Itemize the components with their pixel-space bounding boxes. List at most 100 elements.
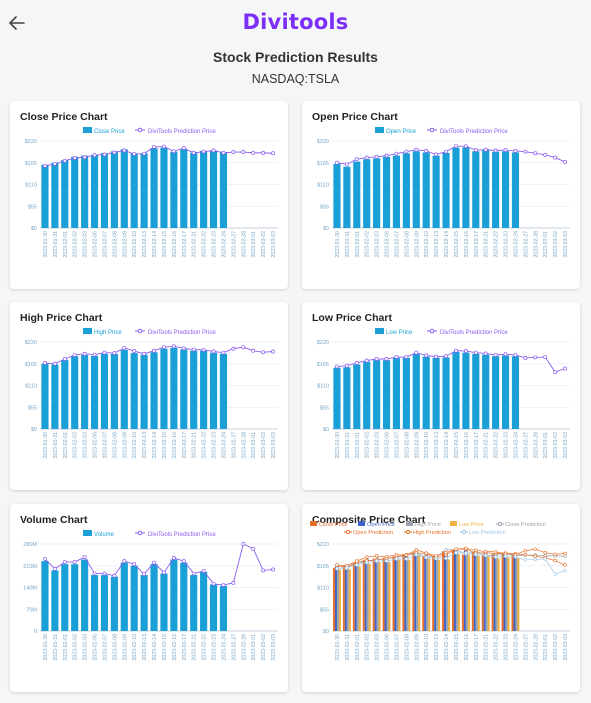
x-tick-label: 2023-02-28: [241, 432, 247, 459]
prediction-point: [181, 146, 186, 151]
prediction-point: [424, 148, 429, 153]
bar: [472, 353, 480, 429]
prediction-point: [201, 149, 206, 154]
bar: [90, 575, 99, 631]
x-tick-label: 2023-02-09: [414, 231, 420, 258]
x-tick-label: 2023-02-07: [394, 432, 400, 459]
high-chart-card: High Price Chart High Price DiviTools Pre…: [10, 302, 288, 490]
legend-label: Low Price: [459, 522, 484, 528]
y-tick-label: $55: [320, 607, 329, 613]
prediction-point: [563, 366, 567, 371]
prediction-point: [503, 554, 508, 558]
prediction-point: [464, 551, 468, 555]
bar: [343, 166, 351, 228]
x-tick-label: 2023-03-01: [543, 634, 549, 661]
legend-label: High Prediction: [413, 530, 451, 536]
bar: [448, 559, 451, 631]
legend-swatch: [83, 530, 92, 536]
prediction-line: [336, 552, 566, 575]
bar: [140, 153, 148, 228]
x-tick-label: 2023-02-23: [212, 231, 218, 258]
x-tick-label: 2023-02-22: [202, 432, 208, 459]
prediction-point: [201, 347, 206, 352]
prediction-point: [82, 351, 87, 356]
bar: [438, 559, 441, 631]
prediction-point: [543, 550, 547, 555]
prediction-point: [404, 355, 409, 359]
prediction-point: [181, 346, 186, 351]
y-tick-label: $220: [25, 340, 37, 346]
bar: [120, 562, 128, 631]
x-tick-label: 2023-02-01: [355, 634, 361, 661]
legend-label: Close Prediction: [505, 522, 546, 528]
y-tick-label: $220: [25, 139, 37, 145]
bar: [462, 352, 470, 429]
bar: [180, 349, 188, 429]
legend-swatch: [83, 127, 92, 133]
bar: [150, 564, 158, 631]
prediction-point: [122, 148, 127, 153]
x-tick-label: 2023-02-01: [63, 432, 69, 459]
prediction-point: [513, 353, 518, 358]
prediction-point: [162, 144, 166, 149]
prediction-point: [533, 151, 538, 156]
x-tick-label: 2023-02-02: [73, 231, 79, 258]
x-tick-label: 2023-03-02: [261, 634, 267, 661]
prediction-point: [473, 350, 478, 355]
bar: [501, 151, 510, 228]
prediction-point: [394, 552, 399, 557]
bar: [51, 162, 59, 228]
prediction-point: [241, 542, 246, 546]
bar: [362, 559, 365, 631]
prediction-point: [414, 147, 419, 152]
x-tick-label: 2023-02-17: [474, 634, 480, 661]
x-tick-label: 2023-03-02: [261, 231, 267, 258]
bar: [354, 564, 357, 631]
legend-label: Low Prediction: [469, 530, 506, 536]
bar: [374, 561, 377, 631]
bar: [120, 349, 128, 429]
bar: [81, 155, 89, 228]
prediction-point: [553, 558, 557, 563]
chart-legend: Close Price Open Price High Price Low Price…: [310, 521, 546, 536]
y-tick-label: 140M: [23, 586, 37, 592]
bar: [487, 556, 490, 631]
x-tick-label: 2023-02-14: [444, 432, 450, 459]
bar: [71, 156, 79, 228]
prediction-point: [473, 148, 478, 153]
bar: [110, 576, 118, 631]
bar: [473, 554, 476, 631]
arrow-left-icon[interactable]: [8, 14, 26, 32]
divitools-logo[interactable]: Divitools: [242, 10, 349, 34]
low-price-chart: Low Price DiviTools Prediction Price $0 $55…: [317, 328, 570, 459]
x-tick-label: 2023-02-24: [513, 231, 519, 258]
bar: [219, 152, 228, 228]
bar: [428, 558, 431, 631]
legend-marker: [345, 529, 351, 535]
prediction-line: [44, 543, 274, 586]
x-tick-label: 2023-01-31: [53, 231, 59, 258]
legend-label: DiviTools Prediction Price: [440, 129, 508, 135]
bar: [356, 561, 359, 631]
bar: [396, 555, 399, 631]
x-tick-label: 2023-02-28: [241, 231, 247, 258]
bar: [384, 559, 387, 631]
prediction-point: [384, 554, 389, 559]
prediction-point: [414, 552, 418, 557]
prediction-point: [563, 563, 567, 567]
prediction-line: [336, 350, 566, 373]
bar: [170, 151, 178, 228]
bar: [170, 347, 178, 429]
bar: [140, 575, 148, 631]
x-tick-label: 2023-02-06: [385, 231, 391, 258]
x-tick-label: 2023-02-15: [162, 634, 168, 661]
bar: [436, 556, 439, 631]
prediction-point: [424, 555, 428, 560]
chart-title: Open Price Chart: [312, 111, 398, 123]
x-tick-label: 2023-01-31: [53, 634, 59, 661]
x-tick-label: 2023-01-31: [53, 432, 59, 459]
bar: [463, 550, 466, 631]
prediction-point: [533, 355, 538, 360]
bar: [461, 554, 464, 631]
x-tick-label: 2023-01-30: [43, 231, 49, 258]
